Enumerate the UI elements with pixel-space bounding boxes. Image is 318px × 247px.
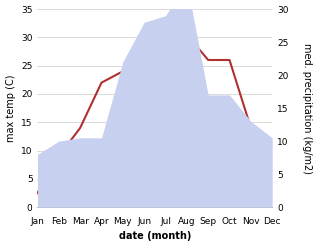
Y-axis label: max temp (C): max temp (C) [5, 74, 16, 142]
X-axis label: date (month): date (month) [119, 231, 191, 242]
Y-axis label: med. precipitation (kg/m2): med. precipitation (kg/m2) [302, 43, 313, 174]
